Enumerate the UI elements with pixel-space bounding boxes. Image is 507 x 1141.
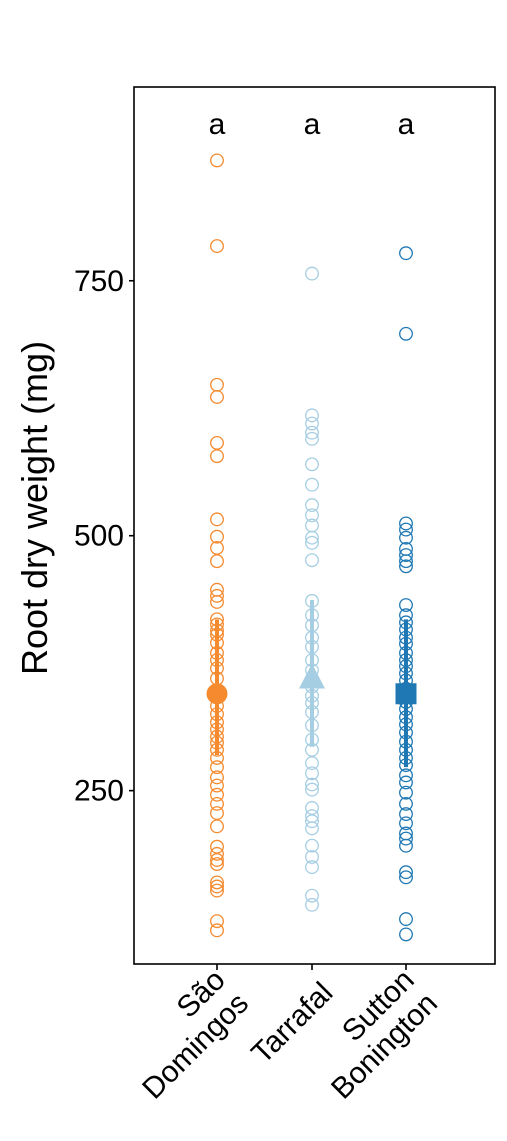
data-point: [210, 390, 224, 404]
plot-panel: [133, 86, 496, 965]
series-1: [206, 153, 228, 938]
data-point: [210, 853, 224, 867]
data-point: [210, 554, 224, 569]
data-point: [210, 796, 224, 811]
data-point: [305, 508, 319, 523]
data-point: [210, 914, 224, 929]
data-point: [399, 246, 413, 261]
data-point: [210, 153, 224, 168]
data-point: [305, 425, 319, 440]
data-point: [210, 778, 224, 793]
data-point: [305, 408, 319, 423]
data-point: [305, 457, 319, 472]
y-axis-title: Root dry weight (mg): [14, 341, 55, 675]
y-tick-label: 250: [74, 775, 124, 808]
data-point: [210, 449, 224, 464]
data-point: [210, 588, 224, 603]
significance-letter: a: [304, 108, 321, 141]
data-point: [210, 857, 224, 872]
data-marks: [206, 153, 417, 942]
data-point: [305, 477, 319, 492]
data-point: [305, 849, 319, 864]
data-point: [305, 766, 319, 781]
x-category-label-1: SãoDomingos: [113, 963, 255, 1105]
data-point: [210, 806, 224, 821]
data-point: [305, 431, 319, 446]
data-point: [210, 770, 224, 785]
data-point: [399, 831, 413, 846]
data-point: [305, 838, 319, 853]
data-point: [305, 535, 319, 550]
y-axis: 250 500 750: [74, 265, 134, 808]
x-category-label-2: Tarrafal: [245, 976, 339, 1070]
data-point: [399, 775, 413, 790]
data-point: [305, 814, 319, 829]
data-point: [399, 559, 413, 574]
x-category-label-line1: Tarrafal: [245, 976, 339, 1070]
data-point: [399, 522, 413, 537]
data-point: [305, 756, 319, 771]
data-point: [305, 416, 319, 431]
data-point: [305, 782, 319, 797]
data-point: [399, 912, 413, 927]
data-point: [305, 266, 319, 281]
data-point: [210, 883, 224, 898]
series-3: [395, 246, 417, 942]
data-point: [210, 879, 224, 894]
data-point: [399, 816, 413, 831]
mean-marker: [395, 683, 417, 705]
data-point: [210, 923, 224, 938]
significance-letter: a: [398, 108, 415, 141]
data-point: [210, 875, 224, 890]
data-point: [399, 598, 413, 612]
data-point: [399, 796, 413, 811]
data-point: [305, 888, 319, 903]
data-point: [399, 530, 413, 545]
data-point: [305, 777, 319, 792]
data-point: [210, 595, 224, 609]
data-point: [210, 760, 224, 775]
data-point: [305, 860, 319, 875]
data-point: [399, 838, 413, 853]
data-point: [305, 897, 319, 912]
data-point: [305, 530, 319, 545]
data-point: [210, 540, 224, 555]
significance-letter: a: [209, 108, 226, 141]
data-point: [210, 839, 224, 854]
data-point: [210, 512, 224, 527]
y-tick-label: 750: [74, 265, 124, 298]
x-category-label-text: Tarrafal: [245, 976, 339, 1070]
data-point: [210, 529, 224, 544]
data-point: [399, 865, 413, 880]
data-point: [399, 548, 413, 563]
data-point: [399, 768, 413, 783]
x-category-label-text: SãoDomingos: [113, 963, 255, 1105]
data-point: [210, 819, 224, 834]
data-point: [399, 516, 413, 531]
data-point: [210, 846, 224, 861]
data-point: [399, 807, 413, 822]
data-point: [305, 498, 319, 513]
data-point: [399, 785, 413, 800]
data-point: [210, 787, 224, 802]
data-point: [399, 870, 413, 885]
mean-marker: [206, 683, 228, 705]
data-point: [210, 435, 224, 450]
data-point: [305, 821, 319, 836]
mean-marker: [299, 663, 325, 689]
data-point: [210, 239, 224, 254]
data-point: [399, 927, 413, 942]
y-tick-label: 500: [74, 520, 124, 553]
series-2: [299, 266, 325, 912]
data-point: [399, 554, 413, 569]
data-point: [399, 326, 413, 341]
data-point: [305, 801, 319, 815]
data-point: [305, 553, 319, 568]
